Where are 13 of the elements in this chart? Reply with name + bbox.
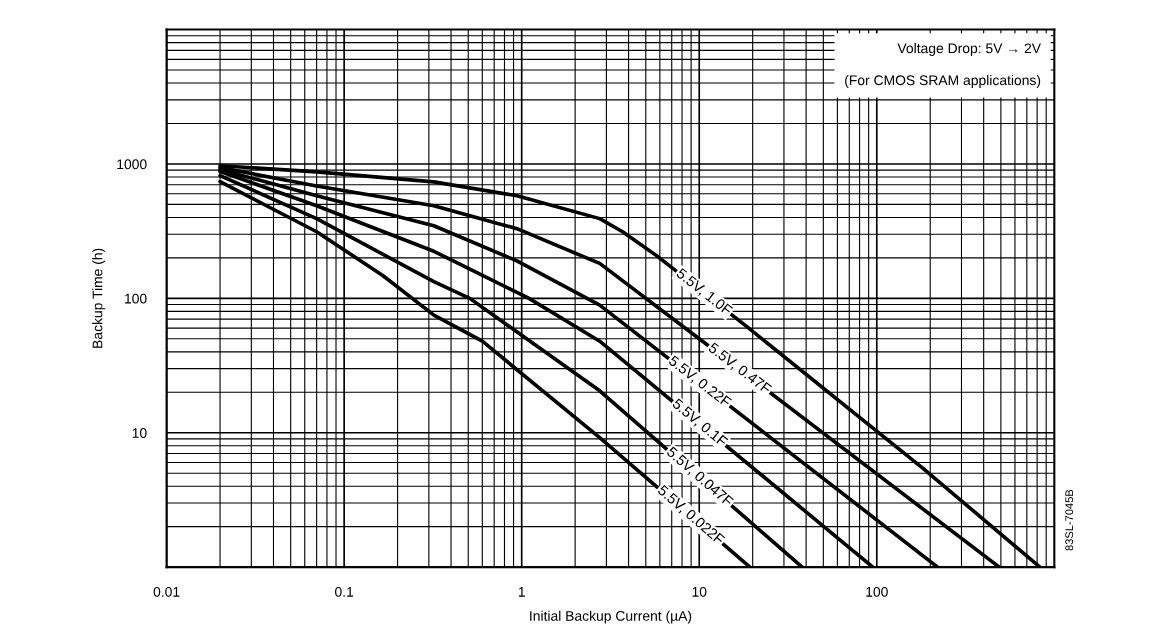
x-tick-label: 0.1	[335, 586, 354, 597]
annotation: Voltage Drop: 5V → 2V	[897, 43, 1041, 56]
x-axis-title: Initial Backup Current (µA)	[530, 610, 692, 624]
text: 83SL-7045B	[1065, 489, 1074, 551]
y-tick-label: 100	[125, 293, 147, 304]
annotation: (For CMOS SRAM applications)	[845, 74, 1041, 88]
y-tick-label: 10	[132, 428, 147, 438]
y-axis-title: Backup Time (h)	[92, 248, 106, 348]
x-tick-label: 1	[518, 587, 525, 597]
x-tick-label: 0.01	[153, 586, 180, 597]
x-tick-label: 100	[866, 586, 888, 597]
x-tick-label: 10	[692, 586, 707, 597]
y-tick-label: 1000	[117, 159, 147, 170]
